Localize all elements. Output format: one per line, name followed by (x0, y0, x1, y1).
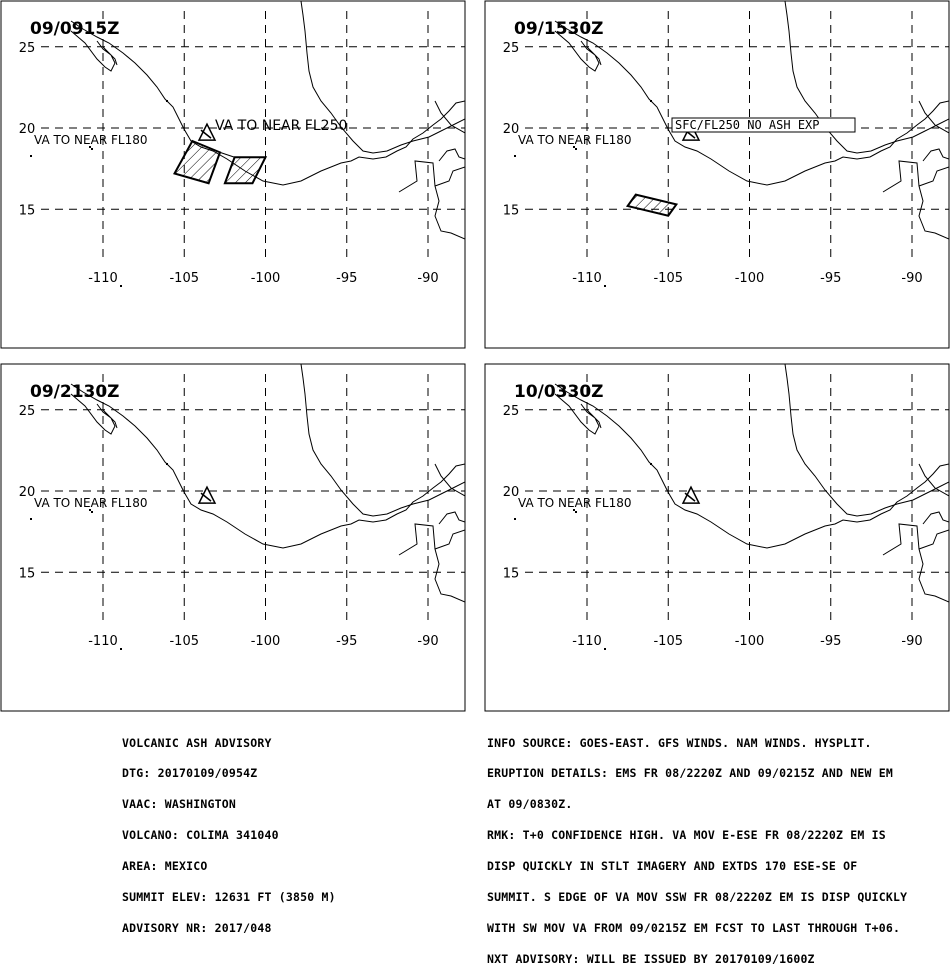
advisory-line: DISP QUICKLY IN STLT IMAGERY AND EXTDS 1… (487, 859, 858, 874)
advisory-line: INFO SOURCE: GOES-EAST. GFS WINDS. NAM W… (487, 735, 872, 750)
lon-tick-label: -110 (88, 634, 118, 649)
advisory-remarks-text: INFO SOURCE: GOES-EAST. GFS WINDS. NAM W… (487, 717, 907, 974)
lon-tick-label: -100 (735, 634, 765, 649)
ash-height-label-secondary: VA TO NEAR FL250 (215, 118, 347, 134)
advisory-line: ADVISORY NR: 2017/048 (122, 920, 272, 935)
marker-dot (573, 146, 575, 148)
lon-tick-label: -105 (169, 271, 199, 286)
advisory-line: SUMMIT ELEV: 12631 FT (3850 M) (122, 890, 336, 905)
lat-tick-label: 20 (503, 122, 520, 137)
ash-height-label: VA TO NEAR FL180 (34, 496, 147, 510)
marker-dot (89, 146, 91, 148)
lon-tick-label: -100 (251, 634, 281, 649)
advisory-line: AREA: MEXICO (122, 859, 208, 874)
volcano-triangle-icon (681, 485, 701, 504)
lon-tick-label: -110 (572, 271, 602, 286)
lon-tick-label: -105 (653, 271, 683, 286)
advisory-header-text: VOLCANIC ASH ADVISORY DTG: 20170109/0954… (122, 717, 336, 944)
lon-tick-label: -95 (820, 634, 841, 649)
no-ash-label-box (671, 117, 856, 133)
panel-frame (484, 363, 950, 712)
marker-dot (89, 509, 91, 511)
advisory-line: SUMMIT. S EDGE OF VA MOV SSW FR 08/2220Z… (487, 890, 908, 905)
graticule (41, 374, 465, 626)
map-panel-1: -110 -105 -100 -95 -90 25 20 15 VA TO NEAR FL180… (0, 0, 466, 349)
coastline (30, 1, 465, 287)
lat-tick-label: 25 (19, 404, 36, 419)
coastline (514, 1, 949, 287)
advisory-line: WITH SW MOV VA FROM 09/0215Z EM FCST TO … (487, 920, 901, 935)
lat-tick-label: 15 (503, 566, 520, 581)
lat-tick-label: 25 (503, 41, 520, 56)
map-panel-4: -110 -105 -100 -95 -90 25 20 15 VA TO NEAR FL180… (484, 363, 950, 712)
volcano-triangle-icon (197, 122, 217, 141)
ash-cloud-polygon (625, 193, 679, 217)
advisory-line: ERUPTION DETAILS: EMS FR 08/2220Z AND 09… (487, 766, 894, 781)
advisory-line: VOLCANIC ASH ADVISORY (122, 735, 272, 750)
lon-tick-label: -110 (88, 271, 118, 286)
ash-height-label: VA TO NEAR FL180 (518, 133, 631, 147)
lat-tick-label: 15 (503, 203, 520, 218)
lon-tick-label: -100 (251, 271, 281, 286)
panel-valid-time: 10/0330Z (514, 382, 604, 402)
map-panel-2: -110 -105 -100 -95 -90 25 20 15 VA TO NEAR FL180… (484, 0, 950, 349)
lon-tick-label: -105 (169, 634, 199, 649)
lat-tick-label: 25 (503, 404, 520, 419)
lat-tick-label: 20 (19, 122, 36, 137)
ash-cloud-polygon (223, 156, 268, 185)
lon-tick-label: -90 (417, 271, 438, 286)
no-ash-label: SFC/FL250 NO ASH EXP (675, 118, 820, 132)
advisory-line: AT 09/0830Z. (487, 797, 573, 812)
panel-valid-time: 09/0915Z (30, 19, 120, 39)
graticule (525, 374, 949, 626)
panel-valid-time: 09/1530Z (514, 19, 604, 39)
advisory-line: NXT ADVISORY: WILL BE ISSUED BY 20170109… (487, 951, 815, 966)
ash-forecast-maps: -110 -105 -100 -95 -90 25 20 15 VA TO NEAR FL180… (0, 0, 950, 712)
lat-tick-label: 25 (19, 41, 36, 56)
graticule (525, 11, 949, 263)
lat-tick-label: 15 (19, 203, 36, 218)
lon-tick-label: -90 (901, 271, 922, 286)
lat-tick-label: 15 (19, 566, 36, 581)
advisory-line: DTG: 20170109/0954Z (122, 766, 258, 781)
ash-height-label: VA TO NEAR FL180 (34, 133, 147, 147)
coastline (30, 364, 465, 650)
advisory-line: VAAC: WASHINGTON (122, 797, 236, 812)
lon-tick-label: -95 (336, 634, 357, 649)
panel-frame (0, 363, 466, 712)
lon-tick-label: -105 (653, 634, 683, 649)
lat-tick-label: 20 (503, 485, 520, 500)
volcano-triangle-icon (197, 485, 217, 504)
panel-valid-time: 09/2130Z (30, 382, 120, 402)
lon-tick-label: -95 (336, 271, 357, 286)
map-panel-3: -110 -105 -100 -95 -90 25 20 15 VA TO NEAR FL180… (0, 363, 466, 712)
graticule (41, 11, 465, 263)
advisory-line: VOLCANO: COLIMA 341040 (122, 828, 279, 843)
advisory-line: RMK: T+0 CONFIDENCE HIGH. VA MOV E-ESE F… (487, 828, 886, 843)
lon-tick-label: -110 (572, 634, 602, 649)
ash-cloud-polygon (173, 139, 222, 185)
lon-tick-label: -90 (417, 634, 438, 649)
lon-tick-label: -95 (820, 271, 841, 286)
lat-tick-label: 20 (19, 485, 36, 500)
lon-tick-label: -90 (901, 634, 922, 649)
lon-tick-label: -100 (735, 271, 765, 286)
marker-dot (573, 509, 575, 511)
ash-height-label: VA TO NEAR FL180 (518, 496, 631, 510)
coastline (514, 364, 949, 650)
panel-frame (484, 0, 950, 349)
